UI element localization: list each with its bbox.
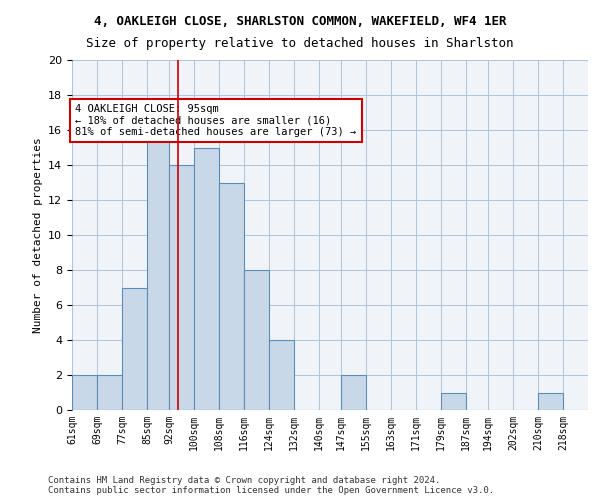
Bar [538, 392, 563, 410]
Bar [147, 130, 169, 410]
Text: Contains HM Land Registry data © Crown copyright and database right 2024.
Contai: Contains HM Land Registry data © Crown c… [48, 476, 494, 495]
Y-axis label: Number of detached properties: Number of detached properties [32, 137, 43, 333]
Text: Size of property relative to detached houses in Sharlston: Size of property relative to detached ho… [86, 38, 514, 51]
Bar [194, 148, 219, 410]
Bar [169, 165, 194, 410]
Bar [72, 375, 97, 410]
Text: 4, OAKLEIGH CLOSE, SHARLSTON COMMON, WAKEFIELD, WF4 1ER: 4, OAKLEIGH CLOSE, SHARLSTON COMMON, WAK… [94, 15, 506, 28]
Bar [341, 375, 366, 410]
Text: 4 OAKLEIGH CLOSE: 95sqm
← 18% of detached houses are smaller (16)
81% of semi-de: 4 OAKLEIGH CLOSE: 95sqm ← 18% of detache… [75, 104, 356, 137]
Bar [244, 270, 269, 410]
Bar [441, 392, 466, 410]
Bar [269, 340, 294, 410]
Bar [122, 288, 147, 410]
Bar [97, 375, 122, 410]
Bar [219, 182, 244, 410]
